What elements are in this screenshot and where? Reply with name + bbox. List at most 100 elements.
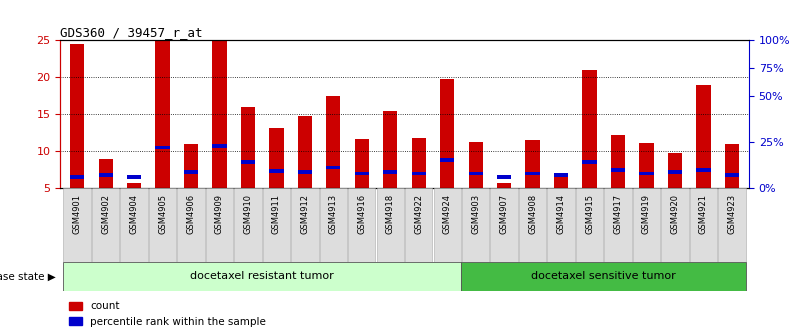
Bar [383, 111, 397, 188]
FancyBboxPatch shape [576, 188, 603, 262]
FancyBboxPatch shape [348, 188, 376, 262]
Text: GSM4907: GSM4907 [500, 194, 509, 234]
FancyBboxPatch shape [320, 188, 347, 262]
Text: GSM4917: GSM4917 [614, 194, 622, 234]
Text: GSM4919: GSM4919 [642, 194, 651, 234]
FancyBboxPatch shape [490, 188, 517, 262]
Bar [725, 173, 739, 177]
FancyBboxPatch shape [662, 188, 689, 262]
FancyBboxPatch shape [92, 188, 119, 262]
Bar [269, 169, 284, 173]
FancyBboxPatch shape [263, 188, 290, 262]
Bar [63, 262, 461, 291]
Legend: count, percentile rank within the sample: count, percentile rank within the sample [66, 297, 270, 331]
Text: GSM4903: GSM4903 [471, 194, 480, 234]
Bar [639, 171, 654, 175]
Bar [696, 85, 710, 188]
Bar [99, 173, 113, 177]
Bar [582, 161, 597, 164]
Bar [696, 168, 710, 171]
FancyBboxPatch shape [604, 188, 632, 262]
FancyBboxPatch shape [690, 188, 717, 262]
FancyBboxPatch shape [718, 188, 746, 262]
Bar [611, 135, 625, 188]
Text: docetaxel resistant tumor: docetaxel resistant tumor [191, 271, 334, 281]
Text: GSM4923: GSM4923 [727, 194, 736, 234]
Text: GSM4904: GSM4904 [130, 194, 139, 234]
Text: GSM4920: GSM4920 [670, 194, 679, 234]
Bar [212, 144, 227, 148]
FancyBboxPatch shape [292, 188, 319, 262]
Bar [155, 146, 170, 149]
Bar [269, 128, 284, 188]
Bar [355, 139, 369, 188]
Bar [184, 170, 198, 174]
Bar [554, 175, 568, 188]
Bar [70, 44, 84, 188]
Bar [298, 170, 312, 174]
Bar [582, 70, 597, 188]
Text: GSM4924: GSM4924 [443, 194, 452, 234]
Bar [326, 96, 340, 188]
Bar [412, 138, 426, 188]
Text: GSM4915: GSM4915 [585, 194, 594, 234]
Bar [497, 175, 511, 179]
Bar [668, 154, 682, 188]
FancyBboxPatch shape [633, 188, 660, 262]
Bar [383, 170, 397, 174]
Bar [355, 171, 369, 175]
Text: GSM4901: GSM4901 [73, 194, 82, 234]
Text: GSM4909: GSM4909 [215, 194, 224, 234]
Text: GSM4918: GSM4918 [386, 194, 395, 234]
FancyBboxPatch shape [405, 188, 433, 262]
Bar [412, 171, 426, 175]
Text: GSM4906: GSM4906 [187, 194, 195, 234]
Bar [525, 140, 540, 188]
Text: GDS360 / 39457_r_at: GDS360 / 39457_r_at [60, 26, 203, 39]
Text: GSM4905: GSM4905 [158, 194, 167, 234]
Text: GSM4908: GSM4908 [528, 194, 537, 234]
Bar [70, 175, 84, 179]
Bar [298, 117, 312, 188]
Bar [212, 40, 227, 188]
FancyBboxPatch shape [120, 188, 147, 262]
Bar [525, 171, 540, 175]
FancyBboxPatch shape [433, 188, 461, 262]
Bar [639, 143, 654, 188]
Bar [725, 144, 739, 188]
Text: GSM4902: GSM4902 [101, 194, 110, 234]
Bar [611, 168, 625, 171]
Bar [127, 183, 141, 188]
Bar [184, 144, 198, 188]
FancyBboxPatch shape [547, 188, 575, 262]
Text: GSM4910: GSM4910 [244, 194, 252, 234]
Text: GSM4912: GSM4912 [300, 194, 309, 234]
Bar [440, 80, 454, 188]
Text: docetaxel sensitive tumor: docetaxel sensitive tumor [531, 271, 676, 281]
Bar [554, 173, 568, 177]
Bar [99, 159, 113, 188]
Text: GSM4913: GSM4913 [329, 194, 338, 234]
FancyBboxPatch shape [462, 188, 489, 262]
Text: GSM4921: GSM4921 [699, 194, 708, 234]
FancyBboxPatch shape [206, 188, 233, 262]
Text: GSM4911: GSM4911 [272, 194, 281, 234]
FancyBboxPatch shape [177, 188, 205, 262]
Text: GSM4922: GSM4922 [414, 194, 423, 234]
Bar [469, 142, 483, 188]
Bar [241, 161, 255, 164]
Bar [326, 166, 340, 169]
Bar [497, 183, 511, 188]
FancyBboxPatch shape [63, 188, 91, 262]
FancyBboxPatch shape [519, 188, 546, 262]
Bar [241, 107, 255, 188]
Text: GSM4916: GSM4916 [357, 194, 366, 234]
Bar [668, 170, 682, 174]
Text: disease state ▶: disease state ▶ [0, 271, 56, 281]
Bar [155, 40, 170, 188]
Bar [461, 262, 746, 291]
Text: GSM4914: GSM4914 [557, 194, 566, 234]
Bar [440, 158, 454, 162]
Bar [127, 175, 141, 179]
FancyBboxPatch shape [376, 188, 404, 262]
